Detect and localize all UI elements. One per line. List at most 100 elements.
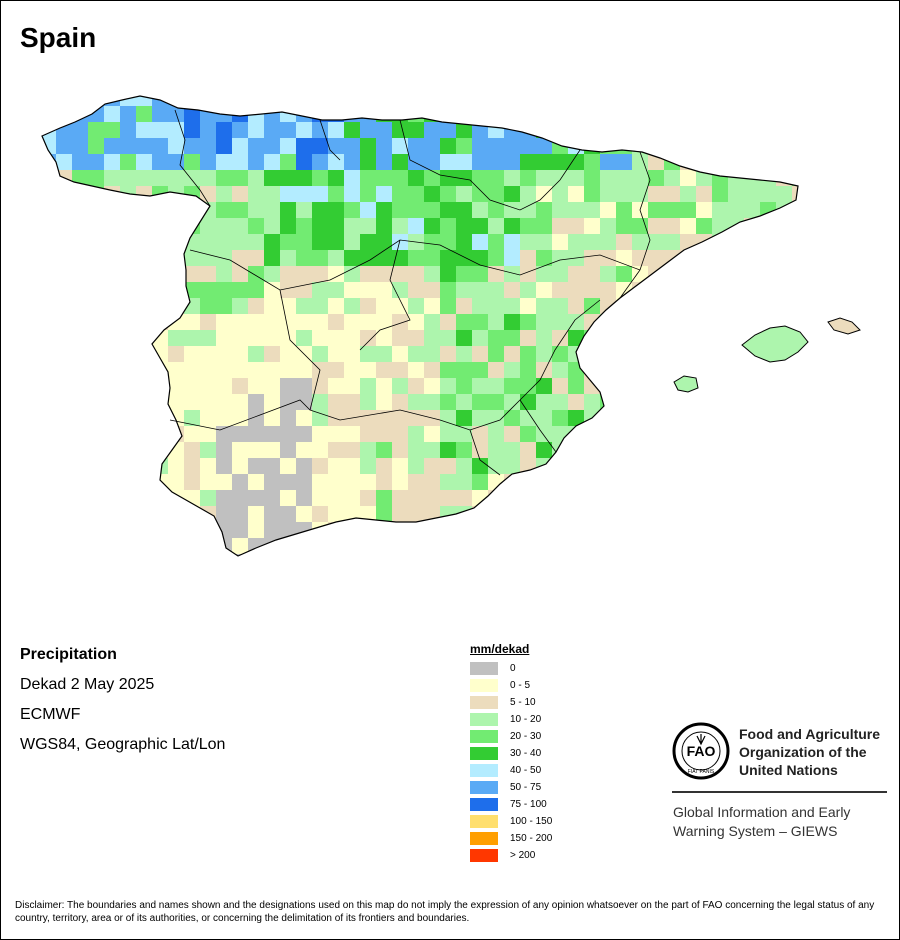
grid-cell [568,394,584,410]
grid-cell [344,458,360,474]
grid-cell [456,138,472,154]
grid-cell [264,378,280,394]
grid-cell [792,96,798,106]
grid-cell [648,474,664,490]
legend-label: > 200 [510,850,536,861]
grid-cell [488,122,504,138]
grid-cell [408,138,424,154]
grid-cell [488,250,504,266]
grid-cell [664,554,680,556]
grid-cell [344,170,360,186]
grid-cell [104,186,120,202]
grid-cell [104,106,120,122]
grid-cell [120,378,136,394]
grid-cell [376,330,392,346]
grid-cell [344,346,360,362]
grid-cell [360,314,376,330]
grid-cell [344,522,360,538]
grid-cell [520,538,536,554]
grid-cell [760,170,776,186]
grid-cell [312,554,328,556]
grid-cell [200,426,216,442]
grid-cell [232,474,248,490]
legend-item: 50 - 75 [470,779,552,796]
grid-cell [712,554,728,556]
grid-cell [248,362,264,378]
grid-cell [520,490,536,506]
grid-cell [360,250,376,266]
grid-cell [248,346,264,362]
grid-cell [712,362,728,378]
grid-cell [42,266,56,282]
grid-cell [728,266,744,282]
grid-cell [648,490,664,506]
grid-cell [456,202,472,218]
grid-cell [216,394,232,410]
grid-cell [392,138,408,154]
grid-cell [808,490,824,506]
fao-name-line: Organization of the [739,744,867,760]
grid-cell [312,378,328,394]
grid-cell [232,298,248,314]
grid-cell [312,506,328,522]
grid-cell [504,490,520,506]
grid-cell [696,522,712,538]
grid-cell [552,218,568,234]
grid-cell [536,186,552,202]
grid-cell [120,506,136,522]
grid-cell [536,266,552,282]
grid-cell [456,234,472,250]
grid-cell [88,314,104,330]
grid-cell [728,490,744,506]
grid-cell [232,346,248,362]
grid-cell [632,122,648,138]
grid-cell [584,490,600,506]
grid-cell [744,266,760,282]
grid-cell [392,490,408,506]
grid-cell [168,538,184,554]
grid-cell [648,522,664,538]
grid-cell [264,282,280,298]
grid-cell [56,346,72,362]
grid-cell [42,106,56,122]
projection-label: WGS84, Geographic Lat/Lon [20,736,226,753]
grid-cell [776,250,792,266]
grid-cell [456,298,472,314]
grid-cell [616,122,632,138]
grid-cell [488,282,504,298]
grid-cell [136,394,152,410]
grid-cell [664,394,680,410]
grid-cell [488,522,504,538]
grid-cell [264,218,280,234]
grid-cell [808,506,824,522]
grid-cell [232,266,248,282]
spain-coastline [41,95,799,557]
legend-swatch [470,730,498,743]
grid-cell [328,458,344,474]
grid-cell [504,170,520,186]
grid-cell [376,538,392,554]
grid-cell [472,186,488,202]
grid-cell [568,154,584,170]
grid-cell [664,442,680,458]
grid-cell [600,314,616,330]
grid-cell [168,394,184,410]
grid-cell [200,250,216,266]
grid-cell [184,506,200,522]
grid-cell [760,266,776,282]
grid-cell [328,202,344,218]
grid-cell [616,96,632,106]
grid-cell [376,218,392,234]
grid-cell [376,314,392,330]
grid-cell [42,138,56,154]
grid-cell [200,442,216,458]
legend-item: 30 - 40 [470,745,552,762]
grid-cell [520,186,536,202]
grid-cell [632,490,648,506]
grid-cell [648,234,664,250]
grid-cell [808,266,824,282]
grid-cell [424,442,440,458]
grid-cell [440,298,456,314]
grid-cell [216,346,232,362]
grid-cell [232,234,248,250]
